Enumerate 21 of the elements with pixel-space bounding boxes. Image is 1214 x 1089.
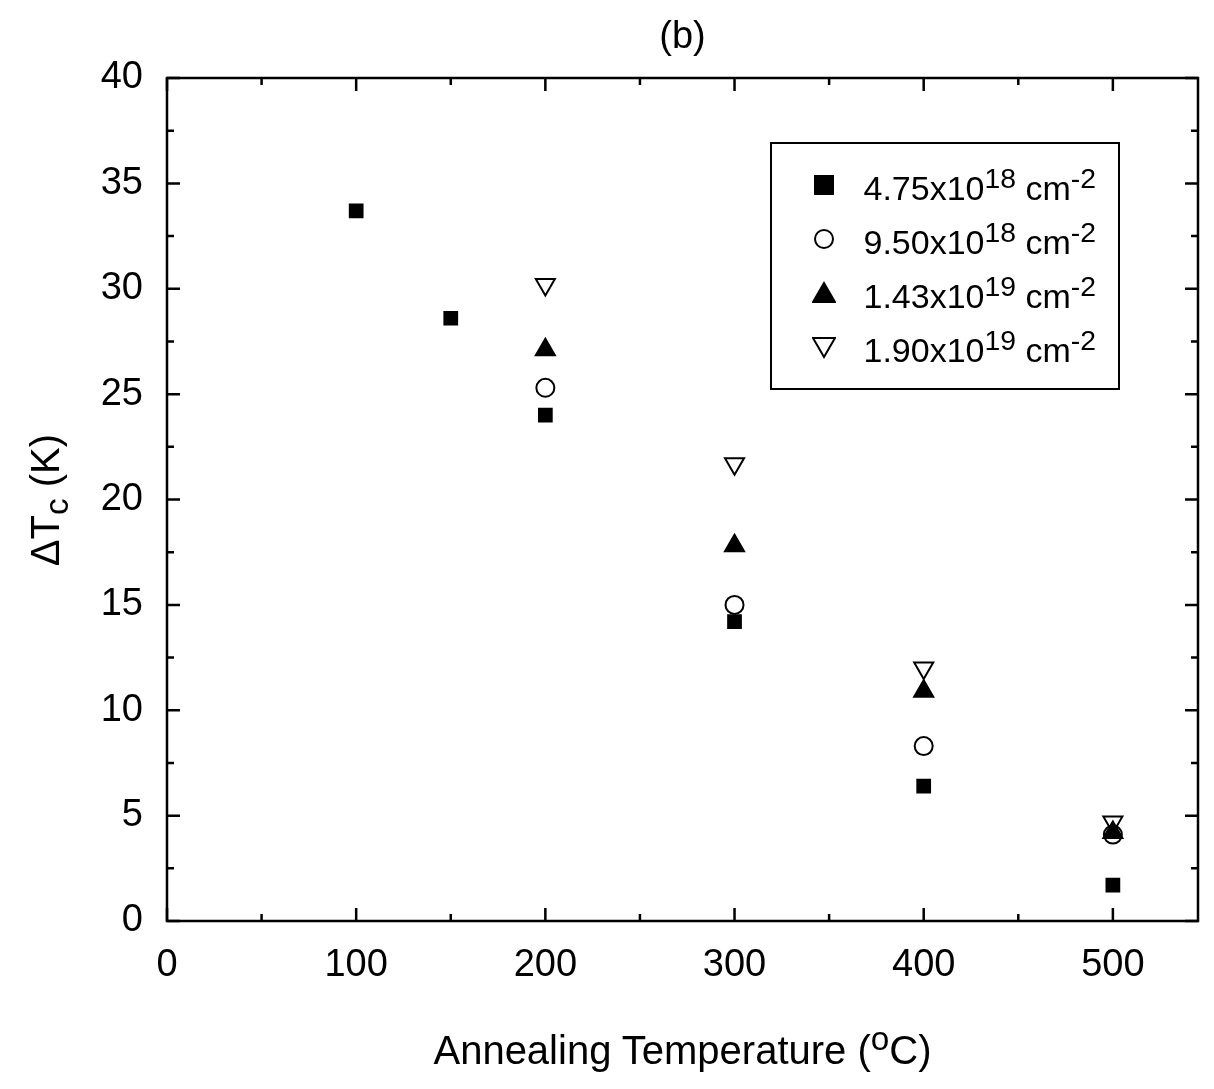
legend-label: 9.50x10$^{18}$ cm$^{-2}$: [863, 215, 1096, 263]
y-tick-label: 30: [100, 265, 143, 308]
y-tick-label: 10: [100, 686, 143, 729]
x-tick-label: 500: [1081, 942, 1145, 985]
x-axis-title: Annealing Temperature ($^{o}$C): [432, 1020, 933, 1074]
legend-label: 4.75x10$^{18}$ cm$^{-2}$: [863, 161, 1096, 209]
y-tick-label: 40: [100, 54, 143, 97]
y-tick-label: 0: [121, 897, 143, 940]
y-tick-label: 5: [121, 792, 143, 835]
y-tick-label: 35: [100, 159, 143, 202]
x-tick-label: 100: [324, 942, 388, 985]
x-tick-label: 200: [513, 942, 578, 985]
x-tick-label: 0: [156, 942, 178, 985]
x-tick-label: 300: [702, 942, 767, 985]
legend-label: 1.43x10$^{19}$ cm$^{-2}$: [863, 269, 1096, 317]
legend-label: 1.90x10$^{19}$ cm$^{-2}$: [863, 323, 1096, 371]
x-tick-label: 400: [891, 942, 956, 985]
chart-title: (b): [658, 14, 707, 57]
y-tick-label: 20: [100, 475, 143, 518]
y-tick-label: 15: [100, 581, 143, 624]
y-tick-label: 25: [100, 370, 143, 413]
